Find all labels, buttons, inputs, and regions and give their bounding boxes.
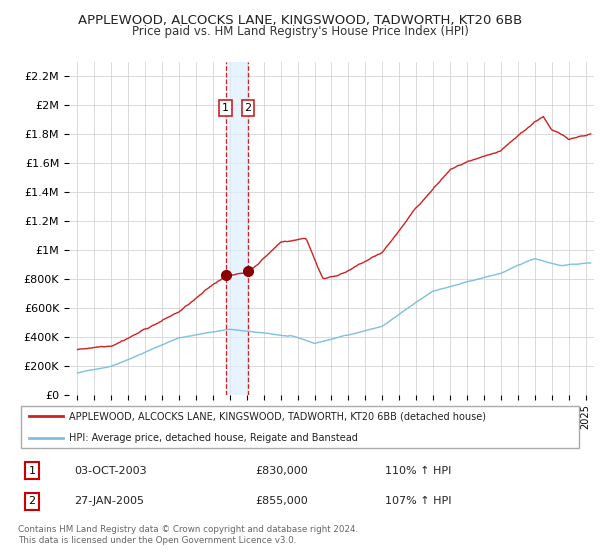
Text: 1: 1 [222, 103, 229, 113]
Text: 03-OCT-2003: 03-OCT-2003 [74, 465, 147, 475]
Text: Price paid vs. HM Land Registry's House Price Index (HPI): Price paid vs. HM Land Registry's House … [131, 25, 469, 38]
Bar [226, 62, 248, 395]
FancyBboxPatch shape [21, 405, 579, 449]
Text: £830,000: £830,000 [255, 465, 308, 475]
Text: 1: 1 [29, 465, 35, 475]
Text: 2: 2 [244, 103, 251, 113]
Text: APPLEWOOD, ALCOCKS LANE, KINGSWOOD, TADWORTH, KT20 6BB: APPLEWOOD, ALCOCKS LANE, KINGSWOOD, TADW… [78, 14, 522, 27]
Text: APPLEWOOD, ALCOCKS LANE, KINGSWOOD, TADWORTH, KT20 6BB (detached house): APPLEWOOD, ALCOCKS LANE, KINGSWOOD, TADW… [69, 411, 486, 421]
Text: 107% ↑ HPI: 107% ↑ HPI [385, 497, 451, 506]
Text: 2: 2 [29, 497, 35, 506]
Text: Contains HM Land Registry data © Crown copyright and database right 2024.
This d: Contains HM Land Registry data © Crown c… [18, 525, 358, 545]
Text: 27-JAN-2005: 27-JAN-2005 [74, 497, 145, 506]
Text: 110% ↑ HPI: 110% ↑ HPI [385, 465, 451, 475]
Text: HPI: Average price, detached house, Reigate and Banstead: HPI: Average price, detached house, Reig… [69, 433, 358, 443]
Text: £855,000: £855,000 [255, 497, 308, 506]
